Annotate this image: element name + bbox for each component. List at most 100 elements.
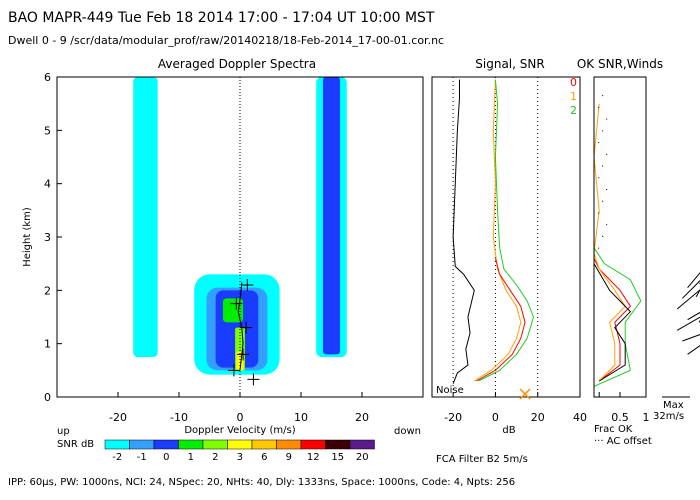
signal-series-SNR-2 xyxy=(478,79,535,382)
doppler-ytick-label-0: 0 xyxy=(44,391,51,404)
down-label: down xyxy=(394,426,421,437)
cross-marker-2 xyxy=(237,348,250,361)
ok-series-noise-frac xyxy=(593,263,632,382)
ac-offset-dot xyxy=(602,235,604,237)
signal-title: Signal, SNR xyxy=(475,57,544,71)
colorbar-label-15: 15 xyxy=(331,452,344,463)
colorbar-label-2: 2 xyxy=(212,452,218,463)
colorbar-label-6: 6 xyxy=(261,452,267,463)
ok-series-2 xyxy=(593,82,642,387)
doppler-ytick-label-5: 5 xyxy=(44,124,51,137)
ac-offset-dot xyxy=(602,200,604,202)
doppler-ytick-label-2: 2 xyxy=(44,284,51,297)
header-title: BAO MAPR-449 Tue Feb 18 2014 17:00 - 17:… xyxy=(8,10,435,26)
signal-xtick-label--20: -20 xyxy=(444,411,462,424)
ok-panel: 0.5 1 012 Frac OK ··· AC offset Max 32m/s xyxy=(570,76,700,447)
header-dwell: Dwell 0 - 9 /scr/data/modular_prof/raw/2… xyxy=(8,34,444,47)
region-ground-clutter-left xyxy=(133,77,158,357)
doppler-ytick-label-6: 6 xyxy=(44,71,51,84)
doppler-title: Averaged Doppler Spectra xyxy=(158,57,316,71)
up-label: up xyxy=(57,426,70,437)
ok-series-0 xyxy=(593,258,632,382)
doppler-xtick-label-20: 20 xyxy=(355,411,369,424)
colorbar-label-20: 20 xyxy=(356,452,369,463)
wind-barb-4 xyxy=(676,289,700,310)
colorbar-label-1: 1 xyxy=(188,452,194,463)
colorbar: SNR dB -2 -1 0 1 2 3 6 9 12 15 20 xyxy=(57,439,375,463)
max-label: Max xyxy=(663,400,684,411)
colorbar-label--2: -2 xyxy=(112,452,122,463)
doppler-panel: -20 -10 0 10 20 0 1 2 3 4 5 6 Doppler Velocity (m/… xyxy=(22,71,424,437)
region-echo-core xyxy=(222,298,244,323)
signal-xtick-label-40: 40 xyxy=(573,411,587,424)
mean-velocity-line xyxy=(237,282,244,371)
colorbar-cell-20 xyxy=(349,439,375,450)
signal-series-SNR-1 xyxy=(476,258,526,382)
wind-barb-0 xyxy=(687,345,700,355)
colorbar-label: SNR dB xyxy=(57,439,94,450)
colorbar-label-9: 9 xyxy=(286,452,292,463)
colorbar-cell-0 xyxy=(153,439,179,450)
noise-label: Noise xyxy=(436,385,464,396)
signal-series-Signal xyxy=(452,79,475,384)
colorbar-label--1: -1 xyxy=(137,452,147,463)
max-value: 32m/s xyxy=(653,411,684,422)
ac-offset-dot xyxy=(598,106,600,108)
signal-frame xyxy=(431,76,581,398)
ac-offset-dot xyxy=(606,224,608,226)
ok-title: OK SNR,Winds xyxy=(577,57,663,71)
signal-series-SNR xyxy=(474,79,522,382)
colorbar-cell--2 xyxy=(104,439,130,450)
signal-xlabel: dB xyxy=(502,425,515,436)
ok-xtick-label-1: 1 xyxy=(643,411,650,424)
cross-marker-1 xyxy=(227,364,240,377)
ac-offset-dot xyxy=(602,95,604,97)
colorbar-cell-6 xyxy=(251,439,277,450)
colorbar-cell-2 xyxy=(202,439,228,450)
ac-offset-dot xyxy=(602,130,604,132)
ac-offset-dot xyxy=(606,118,608,120)
ok-legend-0: 0 xyxy=(570,76,577,89)
ac-offset-dot xyxy=(598,177,600,179)
signal-xtick-label-20: 20 xyxy=(531,411,545,424)
wind-barb-3 xyxy=(687,311,700,321)
doppler-ytick-label-3: 3 xyxy=(44,231,51,244)
colorbar-cell-15 xyxy=(325,439,351,450)
wind-barb-2 xyxy=(676,316,700,331)
colorbar-label-12: 12 xyxy=(307,452,320,463)
noise-x-marker xyxy=(519,388,531,400)
ac-offset-dot xyxy=(598,212,600,214)
doppler-ytick-label-1: 1 xyxy=(44,338,51,351)
ok-series-1 xyxy=(593,103,626,382)
colorbar-label-0: 0 xyxy=(163,452,169,463)
doppler-ytick-label-4: 4 xyxy=(44,178,51,191)
ok-legend-1: 1 xyxy=(570,90,577,103)
ac-offset-label: ··· AC offset xyxy=(594,436,652,447)
cross-marker-4 xyxy=(230,297,243,310)
ac-offset-dot xyxy=(602,165,604,167)
fca-filter: FCA Filter B2 5m/s xyxy=(436,454,528,465)
ok-legend-2: 2 xyxy=(570,104,577,117)
doppler-ylabel: Height (km) xyxy=(22,207,33,267)
colorbar-cell--1 xyxy=(129,439,155,450)
cross-marker-0 xyxy=(247,373,260,386)
ok-xlabel: Frac OK xyxy=(594,424,633,435)
doppler-xtick-label--10: -10 xyxy=(170,411,188,424)
wind-barb-5 xyxy=(682,280,700,299)
ac-offset-dot xyxy=(606,153,608,155)
colorbar-cell-1 xyxy=(178,439,204,450)
doppler-xtick-label-0: 0 xyxy=(237,411,244,424)
cross-marker-5 xyxy=(241,279,254,291)
wind-barb-6 xyxy=(687,272,700,288)
ok-xtick-label-0: 0.5 xyxy=(611,411,629,424)
ac-offset-dot xyxy=(598,142,600,144)
doppler-xtick-label-10: 10 xyxy=(294,411,308,424)
wind-barb-1 xyxy=(682,334,700,342)
colorbar-cell-9 xyxy=(276,439,302,450)
signal-panel: -20 0 20 40 dB Noise xyxy=(431,76,587,436)
colorbar-cell-12 xyxy=(300,439,326,450)
colorbar-cell-3 xyxy=(227,439,253,450)
ac-offset-dot xyxy=(606,189,608,190)
ac-offset-dot xyxy=(598,247,600,249)
